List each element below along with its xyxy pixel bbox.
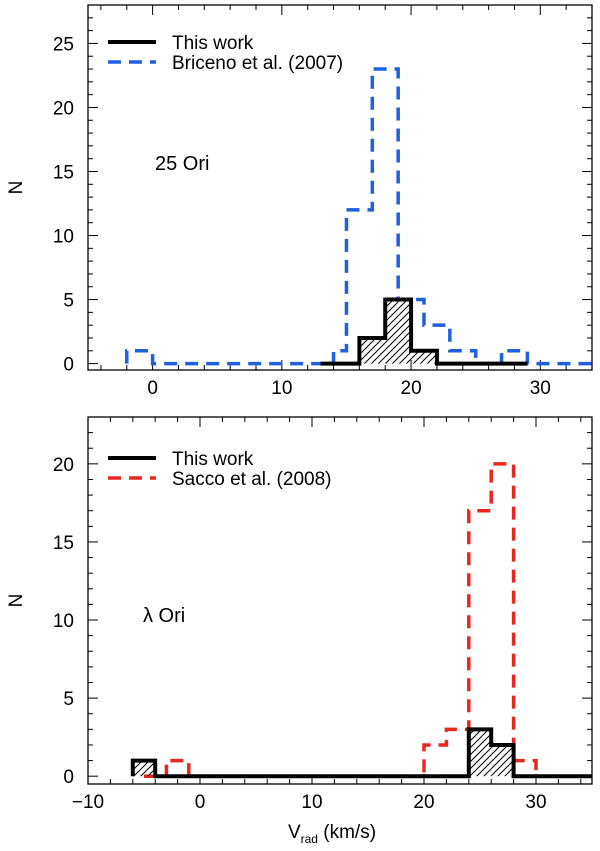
histogram-series-line (320, 297, 528, 366)
top-histogram-panel: 0 10 20 30 0 5 10 15 20 25 N 25 Ori This workBriceno… (6, 4, 593, 399)
histogram-series-line (130, 727, 592, 779)
x-tick-label: 20 (413, 792, 434, 813)
y-tick-label: 15 (53, 162, 74, 183)
y-tick-label: 15 (53, 533, 74, 554)
x-tick-label: 10 (301, 792, 322, 813)
x-tick-label: 0 (195, 792, 206, 813)
legend-label: This work (172, 33, 254, 54)
x-tick-label: 20 (401, 378, 422, 399)
plot-frame (87, 4, 593, 371)
legend-label: This work (172, 449, 254, 470)
y-axis-label: N (6, 594, 27, 608)
histogram-bin-fill (359, 337, 373, 364)
y-tick-label: 25 (53, 34, 74, 55)
y-tick-label: 10 (53, 611, 74, 632)
y-tick-label: 5 (63, 291, 74, 312)
histogram-bin-fill (385, 299, 399, 364)
x-tick-label: 0 (147, 378, 158, 399)
histogram-bin-fill (468, 729, 492, 777)
y-tick-label: 20 (53, 98, 74, 119)
bottom-histogram-panel: −10 0 10 20 30 0 5 10 15 20 N Vrad (km/s) λ Ori This … (6, 416, 593, 846)
histogram-bin-fill (411, 350, 424, 364)
y-tick-label: 0 (63, 767, 74, 788)
plot-frame (87, 416, 593, 785)
histogram-series-line (144, 462, 592, 778)
x-tick-label: 30 (530, 378, 551, 399)
legend-label: Sacco et al. (2008) (172, 469, 331, 490)
y-tick-label: 0 (63, 355, 74, 376)
legend-label: Briceno et al. (2007) (172, 53, 343, 74)
x-tick-label: 30 (525, 792, 546, 813)
x-tick-label: −10 (72, 792, 104, 813)
x-axis-label: Vrad (km/s) (288, 822, 376, 846)
histogram-bin-fill (372, 337, 386, 364)
y-tick-label: 20 (53, 455, 74, 476)
y-tick-label: 10 (53, 227, 74, 248)
histogram-bin-fill (424, 350, 437, 364)
y-axis-label: N (6, 181, 27, 195)
histogram-bin-fill (398, 299, 412, 364)
x-tick-label: 10 (271, 378, 292, 399)
histogram-bin-fill (132, 760, 156, 777)
cluster-annotation: 25 Ori (155, 153, 209, 175)
y-tick-label: 5 (63, 689, 74, 710)
histogram-series-line (125, 67, 592, 366)
histogram-bin-fill (491, 744, 514, 777)
cluster-annotation: λ Ori (143, 605, 185, 627)
